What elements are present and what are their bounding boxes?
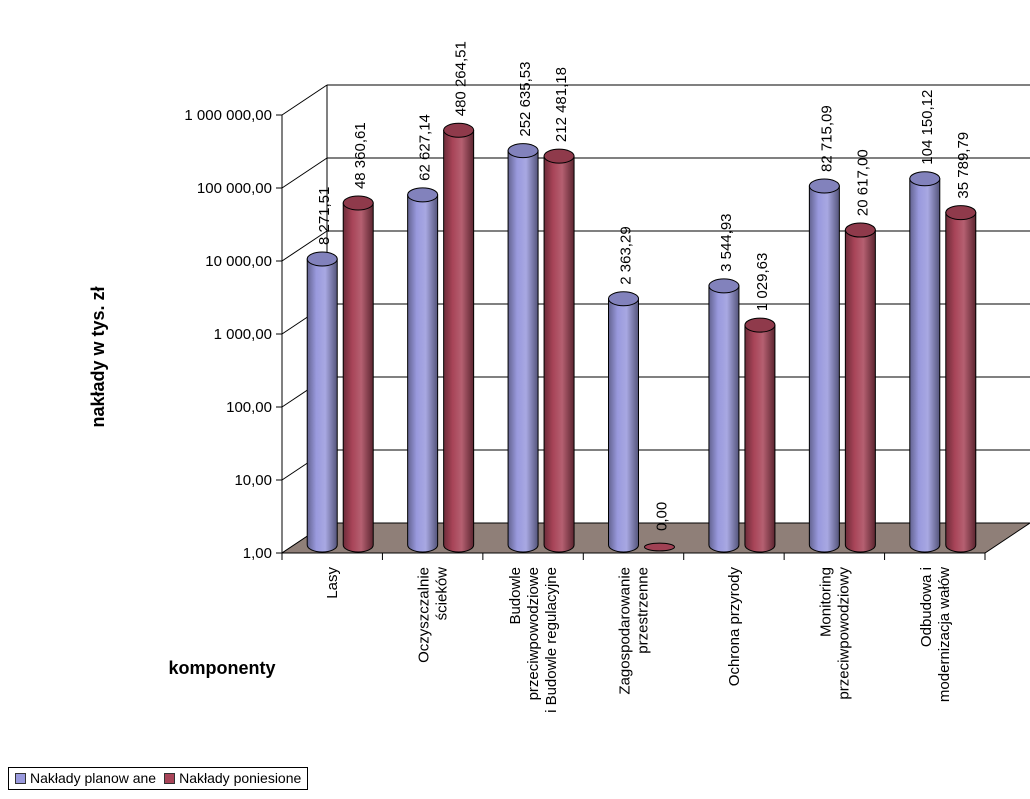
- x-axis: [281, 552, 986, 560]
- bar-planned: [507, 143, 539, 553]
- category-label: Odbudowa i: [918, 567, 935, 647]
- legend-item-spent: Nakłady poniesione: [164, 770, 301, 786]
- bar-top: [543, 148, 575, 164]
- data-label: 104 150,12: [919, 90, 936, 165]
- y-tick-label: 1 000,00: [214, 326, 272, 343]
- data-label: 82 715,09: [818, 105, 835, 172]
- bar-body: [744, 324, 776, 553]
- gridline-side: [281, 84, 328, 116]
- bar-body: [708, 285, 740, 553]
- bar-spent: [644, 542, 675, 552]
- bar-top: [644, 542, 675, 552]
- data-label: 0,00: [654, 502, 671, 531]
- y-axis: 1,00 10,00 100,00 1 000,00 10 000,00 100 000,…: [184, 107, 283, 562]
- legend-swatch-planned: [15, 772, 26, 784]
- gridline-side: [281, 230, 328, 262]
- data-label: 2 363,29: [618, 226, 635, 284]
- legend-swatch-spent: [164, 772, 176, 784]
- bar-body: [608, 298, 639, 553]
- bar-planned: [407, 187, 439, 553]
- legend-label-planned: Nakłady planow ane: [30, 770, 157, 786]
- category-label: ścieków: [434, 567, 451, 621]
- bar-top: [608, 291, 639, 307]
- bar-top: [909, 171, 941, 187]
- bars: [306, 122, 977, 553]
- data-label: 252 635,53: [517, 62, 534, 137]
- bar-top: [844, 222, 876, 238]
- category-labels: Lasy Oczyszczalnie ścieków Budowle przeciwpo…: [324, 567, 953, 713]
- category-label: i Budowle regulacyjne: [543, 567, 560, 713]
- bar-top: [945, 205, 977, 221]
- bar-body: [543, 155, 575, 553]
- category-label: przestrzenne: [635, 567, 652, 654]
- bar-body: [945, 212, 977, 553]
- bar-top: [407, 187, 439, 203]
- bar-top: [744, 317, 776, 333]
- bar-body: [443, 129, 475, 553]
- bar-top: [443, 122, 475, 138]
- bar-spent: [543, 148, 575, 553]
- category-label: Zagospodarowanie: [617, 567, 634, 695]
- category-label: Lasy: [324, 567, 341, 599]
- y-tick-label: 100,00: [226, 399, 272, 416]
- bar-planned: [608, 291, 639, 553]
- data-labels: 8 271,51 62 627,14 252 635,53 2 363,29 3 544…: [316, 41, 972, 531]
- y-tick-label: 1,00: [243, 545, 272, 562]
- bar-top: [808, 178, 840, 194]
- bar-spent: [844, 222, 876, 553]
- y-tick-label: 10 000,00: [205, 253, 272, 270]
- category-label: Budowle: [507, 567, 524, 625]
- bar-body: [342, 202, 374, 553]
- gridline-side: [281, 157, 328, 189]
- data-label: 20 617,00: [854, 149, 871, 216]
- bar-body: [507, 150, 539, 553]
- data-label: 62 627,14: [417, 114, 434, 181]
- bar-top: [708, 278, 740, 294]
- category-label: Oczyszczalnie: [416, 567, 433, 663]
- bar-spent: [945, 205, 977, 553]
- data-label: 480 264,51: [453, 41, 470, 116]
- bar-top: [342, 195, 374, 211]
- bar-top: [507, 143, 539, 159]
- bar-planned: [909, 171, 941, 553]
- y-tick-label: 1 000 000,00: [184, 107, 272, 124]
- bar-body: [844, 229, 876, 553]
- data-label: 1 029,63: [754, 253, 771, 311]
- bar-planned: [808, 178, 840, 553]
- category-label: przeciwpowodziowe: [525, 567, 542, 700]
- data-label: 8 271,51: [316, 187, 333, 245]
- bar-body: [909, 178, 941, 553]
- data-label: 3 544,93: [718, 213, 735, 271]
- data-label: 48 360,61: [352, 122, 369, 189]
- bar-body: [407, 194, 439, 553]
- legend-label-spent: Nakłady poniesione: [179, 770, 302, 786]
- data-label: 35 789,79: [955, 132, 972, 199]
- bar-spent: [342, 195, 374, 553]
- category-label: Ochrona przyrody: [726, 567, 743, 687]
- bar-spent: [744, 317, 776, 553]
- bar-body: [808, 185, 840, 553]
- category-label: modernizacja wałów: [936, 567, 953, 702]
- data-label: 212 481,18: [553, 67, 570, 142]
- bar-spent: [443, 122, 475, 553]
- bar-planned: [306, 251, 338, 553]
- bar-planned: [708, 278, 740, 553]
- x-axis-title: komponenty: [168, 658, 275, 678]
- legend-item-planned: Nakłady planow ane: [15, 770, 156, 786]
- category-label: przeciwpowodziowy: [835, 567, 852, 700]
- bar-top: [306, 251, 338, 267]
- y-axis-title: nakłady w tys. zł: [88, 286, 108, 427]
- legend: Nakłady planow ane Nakłady poniesione: [8, 767, 309, 790]
- category-label: Monitoring: [817, 567, 834, 637]
- bar-body: [306, 258, 338, 553]
- y-tick-label: 100 000,00: [197, 180, 272, 197]
- y-tick-label: 10,00: [234, 472, 272, 489]
